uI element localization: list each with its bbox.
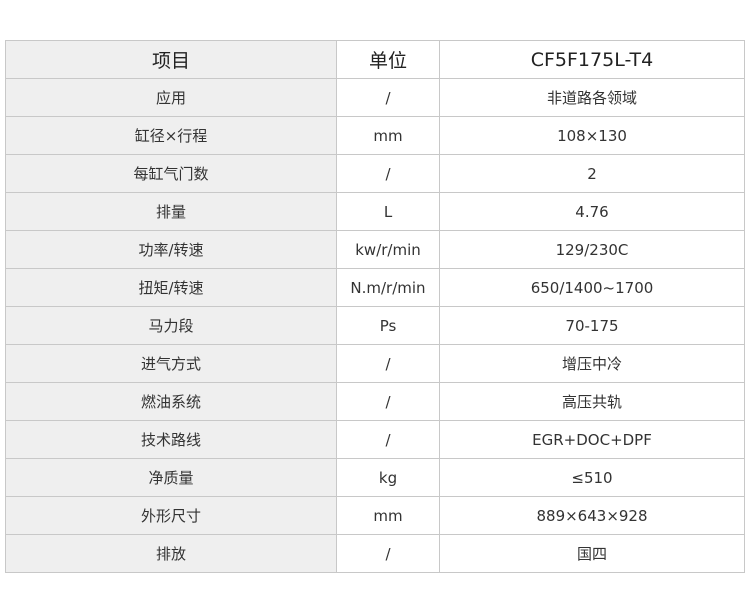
row-item: 功率/转速: [5, 230, 337, 269]
table-row: 排放 / 国四: [5, 534, 745, 573]
row-value: 108×130: [439, 116, 745, 155]
row-item: 燃油系统: [5, 382, 337, 421]
header-unit: 单位: [336, 40, 440, 79]
row-unit: Ps: [336, 306, 440, 345]
row-value: 650/1400~1700: [439, 268, 745, 307]
row-unit: N.m/r/min: [336, 268, 440, 307]
table-row: 扭矩/转速 N.m/r/min 650/1400~1700: [5, 268, 745, 307]
row-unit: /: [336, 534, 440, 573]
header-item: 项目: [5, 40, 337, 79]
table-row: 应用 / 非道路各领域: [5, 78, 745, 117]
row-unit: mm: [336, 496, 440, 535]
table-row: 缸径×行程 mm 108×130: [5, 116, 745, 155]
table-row: 排量 L 4.76: [5, 192, 745, 231]
row-value: 国四: [439, 534, 745, 573]
row-item: 进气方式: [5, 344, 337, 383]
row-value: ≤510: [439, 458, 745, 497]
row-unit: /: [336, 382, 440, 421]
row-unit: /: [336, 154, 440, 193]
table-row: 燃油系统 / 高压共轨: [5, 382, 745, 421]
row-value: EGR+DOC+DPF: [439, 420, 745, 459]
table-row: 每缸气门数/2: [5, 154, 745, 193]
row-value: 889×643×928: [439, 496, 745, 535]
table-header-row: 项目 单位 CF5F175L-T4: [5, 40, 745, 79]
row-value: 129/230C: [439, 230, 745, 269]
table-row: 功率/转速 kw/r/min 129/230C: [5, 230, 745, 269]
row-item: 马力段: [5, 306, 337, 345]
header-model: CF5F175L-T4: [439, 40, 745, 79]
row-item: 排放: [5, 534, 337, 573]
row-unit: kw/r/min: [336, 230, 440, 269]
row-item: 净质量: [5, 458, 337, 497]
row-value: 增压中冷: [439, 344, 745, 383]
row-item: 技术路线: [5, 420, 337, 459]
row-item: 每缸气门数: [5, 154, 337, 193]
row-item: 外形尺寸: [5, 496, 337, 535]
row-item: 缸径×行程: [5, 116, 337, 155]
row-value: 高压共轨: [439, 382, 745, 421]
row-unit: /: [336, 344, 440, 383]
row-unit: /: [336, 78, 440, 117]
row-item: 应用: [5, 78, 337, 117]
row-value: 2: [439, 154, 745, 193]
row-unit: /: [336, 420, 440, 459]
table-row: 技术路线 / EGR+DOC+DPF: [5, 420, 745, 459]
row-unit: kg: [336, 458, 440, 497]
table-row: 外形尺寸 mm 889×643×928: [5, 496, 745, 535]
row-unit: mm: [336, 116, 440, 155]
row-value: 非道路各领域: [439, 78, 745, 117]
row-value: 4.76: [439, 192, 745, 231]
row-unit: L: [336, 192, 440, 231]
row-item: 扭矩/转速: [5, 268, 337, 307]
table-row: 净质量 kg ≤510: [5, 458, 745, 497]
table-row: 进气方式 / 增压中冷: [5, 344, 745, 383]
table-row: 马力段 Ps 70-175: [5, 306, 745, 345]
spec-table: 项目 单位 CF5F175L-T4 应用 / 非道路各领域 缸径×行程 mm 108×13…: [5, 40, 745, 573]
row-item: 排量: [5, 192, 337, 231]
row-value: 70-175: [439, 306, 745, 345]
